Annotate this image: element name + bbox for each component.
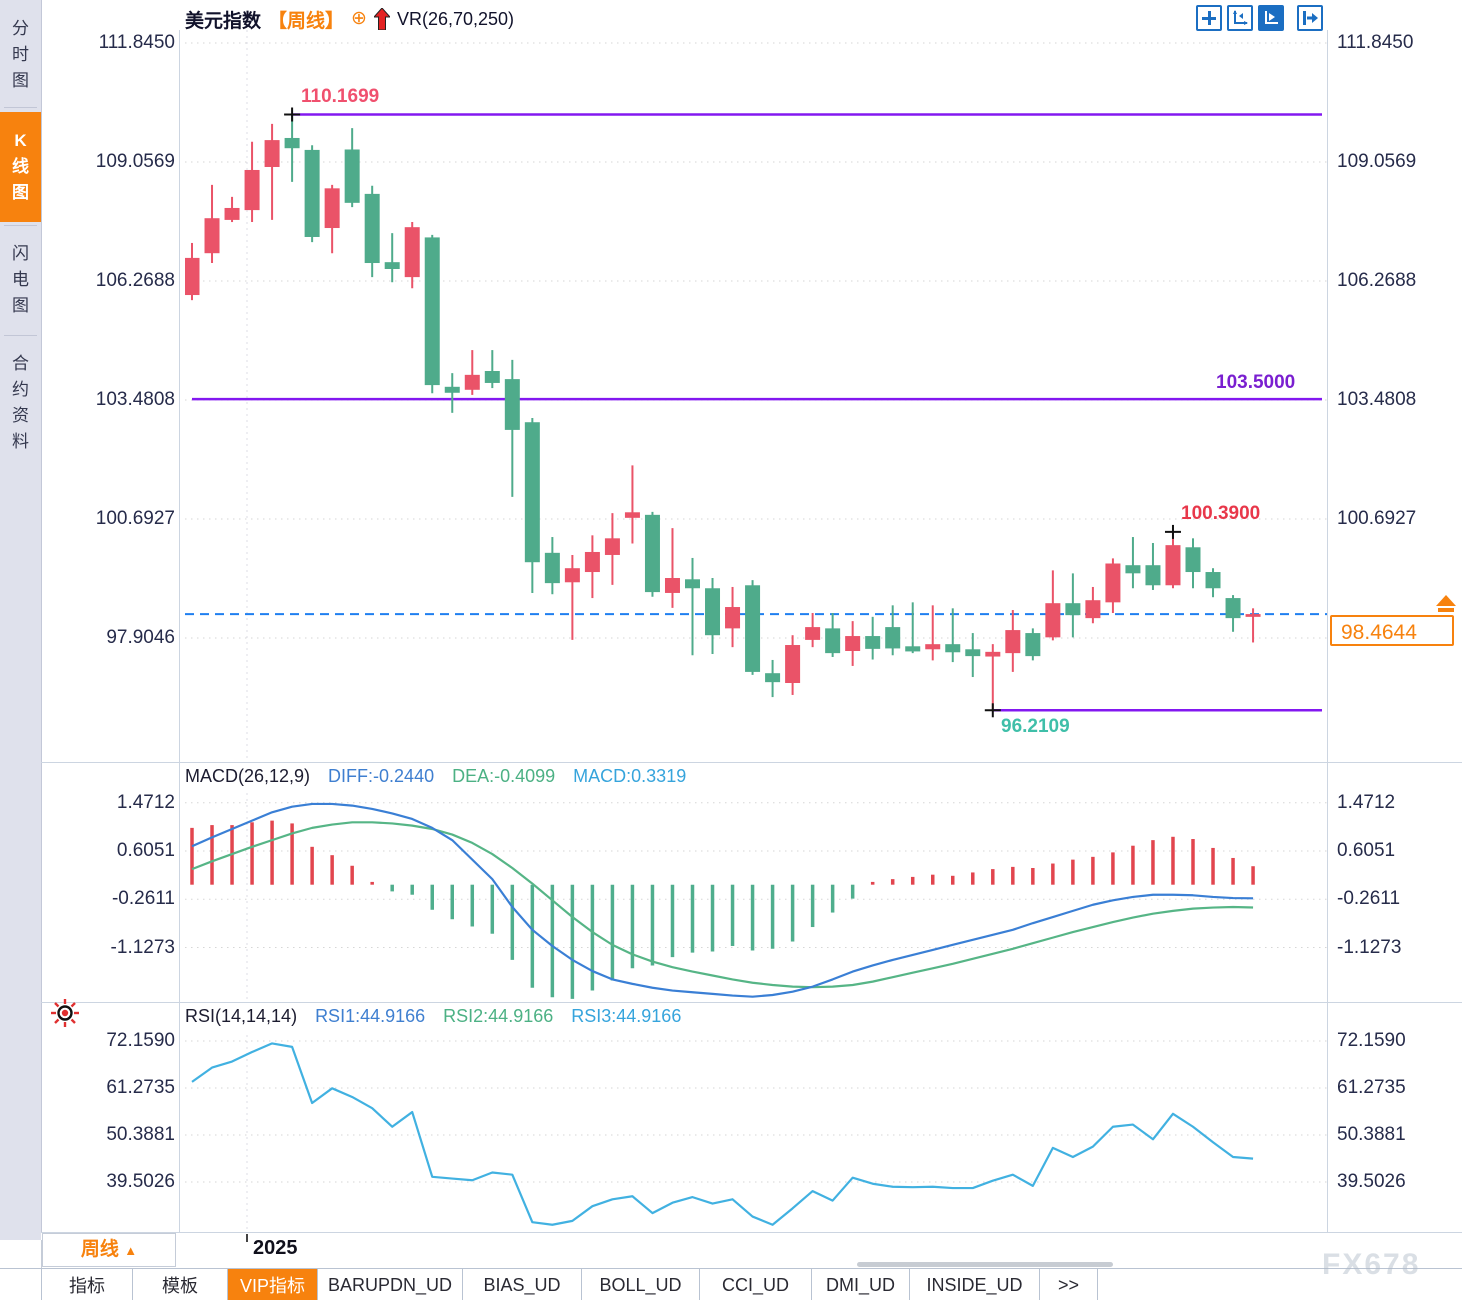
macd-hist-value: MACD:0.3319 (573, 766, 687, 786)
plot-left-border (179, 30, 180, 1232)
indicator-tab-bar: 指标 模板 VIP指标 BARUPDN_UD BIAS_UD BOLL_UD CCI_UD D… (0, 1268, 1462, 1300)
rsi-title: RSI(14,14,14) (185, 1006, 298, 1026)
plot-right-border (1327, 30, 1328, 1232)
x-axis-row: 2025 (41, 1233, 1462, 1268)
bottom-tab-vip指标[interactable]: VIP指标 (228, 1269, 318, 1300)
period-selector-button[interactable]: 周线 ▲ (42, 1233, 176, 1267)
symbol-title: 美元指数 (185, 10, 262, 32)
bottom-tab-inside-ud[interactable]: INSIDE_UD (910, 1269, 1040, 1300)
last-price-tag: 98.4644 (1330, 615, 1454, 646)
x-axis-tick (246, 1234, 248, 1242)
sidebar-separator (4, 225, 37, 226)
axis-tick-label: 97.9046 (106, 627, 175, 648)
sidebar-separator (4, 335, 37, 336)
axis-tick-label: 61.2735 (1337, 1077, 1406, 1098)
horizontal-scrollbar-thumb[interactable] (857, 1262, 1113, 1267)
macd-dea-value: DEA:-0.4099 (452, 766, 556, 786)
bottom-tab-模板[interactable]: 模板 (133, 1269, 228, 1300)
title-bar: 美元指数 【周线】 ⊕ VR(26,70,250) (185, 6, 514, 32)
axis-tick-label: 1.4712 (1337, 792, 1396, 813)
axis-tick-label: -1.1273 (110, 937, 175, 958)
buy-signal-arrow-icon (373, 8, 390, 30)
rsi-chart-plot[interactable] (185, 1035, 1327, 1232)
axis-tick-label: 72.1590 (1337, 1030, 1406, 1051)
pane-separator-1 (41, 762, 1462, 763)
axis-tick-label: 109.0569 (1337, 151, 1417, 172)
bottom-tab--[interactable]: >> (1040, 1269, 1098, 1300)
axis-tick-label: 100.6927 (1337, 508, 1417, 529)
rsi2-value: RSI2:44.9166 (443, 1006, 554, 1026)
resistance-level-label: 110.1699 (301, 86, 380, 107)
sidebar: 分 时 图 K 线 图闪 电 图合 约 资 料 (0, 0, 42, 1240)
axis-tick-label: 50.3881 (1337, 1124, 1406, 1145)
chart-toolbar (1196, 5, 1323, 31)
swing-high-label: 100.3900 (1181, 503, 1261, 524)
pane-separator-3 (41, 1232, 1462, 1233)
axis-tick-label: 61.2735 (106, 1077, 175, 1098)
bottom-tab-boll-ud[interactable]: BOLL_UD (582, 1269, 700, 1300)
axis-tick-label: 103.4808 (1337, 389, 1417, 410)
axis-tick-label: 111.8450 (98, 32, 175, 53)
support-level-label: 96.2109 (1001, 716, 1070, 737)
sidebar-tab-2[interactable]: K 线 图 (0, 112, 41, 222)
axis-zoom-icon[interactable] (1227, 5, 1253, 31)
bottom-tab-cci-ud[interactable]: CCI_UD (700, 1269, 812, 1300)
price-up-arrow-icon (1436, 595, 1456, 612)
bottom-tab-dmi-ud[interactable]: DMI_UD (812, 1269, 910, 1300)
sidebar-tab-1[interactable]: 分 时 图 (12, 19, 29, 90)
pan-to-latest-icon[interactable] (1297, 5, 1323, 31)
axis-tick-label: 39.5026 (1337, 1171, 1406, 1192)
crosshair-move-icon[interactable] (1196, 5, 1222, 31)
axis-tick-label: -0.2611 (111, 888, 175, 909)
rsi1-value: RSI1:44.9166 (315, 1006, 426, 1026)
bottom-tab-指标[interactable]: 指标 (41, 1269, 133, 1300)
macd-title: MACD(26,12,9) (185, 766, 311, 786)
rsi3-value: RSI3:44.9166 (571, 1006, 682, 1026)
axis-tick-label: 100.6927 (95, 508, 175, 529)
bottom-tab-bias-ud[interactable]: BIAS_UD (463, 1269, 582, 1300)
axis-tick-label: 109.0569 (95, 151, 175, 172)
axis-tick-label: 50.3881 (106, 1124, 175, 1145)
bottom-tab-barupdn-ud[interactable]: BARUPDN_UD (318, 1269, 463, 1300)
sidebar-tab-4[interactable]: 合 约 资 料 (12, 354, 29, 451)
sidebar-tab-3[interactable]: 闪 电 图 (12, 244, 29, 315)
axis-tick-label: 0.6051 (116, 840, 175, 861)
mid-level-label: 103.5000 (1216, 372, 1296, 393)
macd-chart-plot[interactable] (185, 793, 1327, 1000)
sidebar-separator (4, 107, 37, 108)
macd-header: MACD(26,12,9) DIFF:-0.2440 DEA:-0.4099 M… (185, 766, 686, 787)
axis-tick-label: 111.8450 (1337, 32, 1414, 53)
rsi-header: RSI(14,14,14) RSI1:44.9166 RSI2:44.9166 … (185, 1006, 681, 1027)
axis-tick-label: 72.1590 (106, 1030, 175, 1051)
axis-tick-label: -0.2611 (1337, 888, 1401, 909)
indicator-settings-sun-icon[interactable] (50, 998, 80, 1028)
axis-tick-label: 106.2688 (1337, 270, 1417, 291)
indicator-play-icon[interactable] (1258, 5, 1284, 31)
x-axis-year-label: 2025 (253, 1237, 298, 1259)
axis-tick-label: 103.4808 (95, 389, 175, 410)
watermark: FX678 (1322, 1248, 1421, 1281)
locate-icon[interactable]: ⊕ (351, 8, 367, 29)
period-selector-label: 周线 (80, 1239, 119, 1260)
macd-diff-value: DIFF:-0.2440 (328, 766, 435, 786)
period-tag: 【周线】 (268, 10, 345, 32)
pane-separator-2 (41, 1002, 1462, 1003)
axis-tick-label: 1.4712 (116, 792, 175, 813)
axis-tick-label: -1.1273 (1337, 937, 1402, 958)
axis-tick-label: 39.5026 (106, 1171, 175, 1192)
axis-tick-label: 106.2688 (95, 270, 175, 291)
axis-tick-label: 0.6051 (1337, 840, 1396, 861)
candlestick-chart-plot[interactable] (185, 30, 1327, 758)
indicator-name-label: VR(26,70,250) (396, 8, 515, 29)
period-selector-arrow-icon: ▲ (124, 1243, 138, 1258)
